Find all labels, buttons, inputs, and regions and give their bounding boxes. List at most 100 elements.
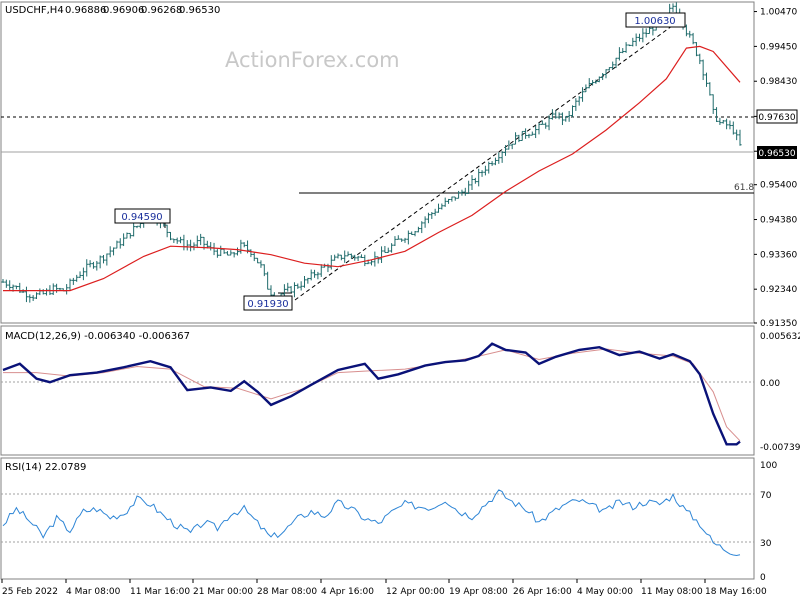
price-bar [359, 254, 364, 258]
price-bar [51, 283, 55, 296]
price-bar [641, 28, 645, 43]
price-bar [4, 279, 8, 288]
price-bar [597, 76, 601, 83]
resistance-price-tag-box [756, 109, 798, 124]
price-bar [503, 145, 508, 156]
price-bar [580, 87, 585, 102]
time-tick-label: 4 Mar 08:00 [66, 587, 121, 597]
rsi-y-tick-0: 0 [760, 573, 766, 583]
price-bar [400, 238, 404, 242]
price-bar [199, 233, 203, 246]
price-bar [28, 294, 32, 303]
resistance-price-tag: 0.97630 [756, 109, 798, 124]
price-bar [450, 196, 454, 202]
price-bar [443, 197, 447, 207]
price-bar [125, 232, 129, 239]
price-bar [329, 255, 333, 270]
price-bar [336, 253, 340, 259]
price-bar [289, 286, 293, 293]
price-bar [527, 133, 531, 139]
price-bar [698, 53, 702, 65]
time-tick-label: 21 Mar 00:00 [193, 587, 253, 597]
price-bar [78, 271, 82, 278]
rsi-y-tick-70: 70 [760, 491, 772, 501]
time-tick-label: 12 Apr 00:00 [386, 587, 445, 597]
price-bar [550, 109, 554, 120]
price-bar [115, 240, 119, 249]
price-bar [483, 165, 487, 176]
price-bar [728, 120, 732, 130]
price-bar [363, 254, 367, 267]
price-bar [192, 242, 196, 251]
price-bar [627, 44, 632, 47]
price-bar [574, 98, 578, 111]
price-bar [286, 282, 290, 292]
current-price-tag-text: 0.96530 [758, 149, 795, 159]
time-tick-label: 11 Mar 16:00 [130, 587, 190, 597]
price-bar [601, 72, 605, 81]
price-bar [306, 277, 310, 284]
price-bar [617, 47, 621, 61]
price-bar [567, 110, 571, 122]
price-bar [8, 280, 12, 291]
price-bar [85, 259, 89, 277]
price-bar [540, 120, 544, 125]
price-bar [718, 117, 722, 125]
macd-panel-frame [0, 325, 755, 456]
price-bar [493, 157, 498, 166]
price-bar [570, 105, 575, 118]
price-bar [507, 140, 511, 150]
price-bar [433, 208, 437, 216]
price-bar [75, 274, 79, 282]
price-label-peak-box [114, 208, 171, 224]
price-bar [299, 281, 303, 291]
price-bar [420, 221, 424, 234]
time-tick-label: 28 Mar 08:00 [257, 587, 317, 597]
price-bar [711, 94, 715, 114]
watermark: ActionForex.com [225, 48, 400, 72]
rsi-panel-frame [0, 457, 755, 580]
fib-label: 61.8 [734, 183, 754, 193]
price-bar [487, 161, 491, 174]
price-bar [178, 236, 183, 244]
time-tick-label: 18 May 16:00 [705, 587, 767, 597]
price-bar [215, 249, 219, 258]
price-label-low: 0.91930 [243, 295, 293, 311]
price-bar [239, 239, 243, 254]
price-bar [101, 254, 106, 264]
macd-y-tick-top: 0.005632 [760, 332, 800, 342]
price-label-peak: 0.94590 [114, 208, 171, 224]
price-bar [560, 112, 565, 126]
price-label-low-text: 0.91930 [247, 299, 288, 310]
price-bar [383, 245, 387, 253]
price-bar [577, 96, 581, 106]
price-bar [470, 175, 474, 190]
price-bar [634, 33, 638, 47]
ohlc-open: 0.96886 [65, 5, 106, 16]
price-bar [346, 251, 350, 257]
price-bar [544, 122, 548, 129]
price-bar [594, 79, 598, 84]
price-bar [252, 252, 256, 262]
price-bar [557, 112, 561, 120]
price-bar [426, 212, 431, 224]
time-tick-label: 4 May 00:00 [577, 587, 633, 597]
price-bar [262, 264, 266, 277]
price-y-tick-label: 0.93360 [760, 250, 797, 260]
price-bar [467, 180, 471, 194]
price-bar [644, 28, 648, 38]
price-bar [534, 125, 538, 139]
price-bar [14, 285, 18, 290]
price-bar [165, 224, 169, 238]
price-label-high-box [625, 12, 686, 28]
macd-signal-line [3, 348, 741, 442]
price-bar [423, 216, 427, 228]
time-tick-label: 26 Apr 16:00 [513, 587, 572, 597]
price-y-tick-label: 0.91350 [760, 319, 797, 329]
price-bar [122, 233, 126, 247]
price-bar [390, 243, 394, 253]
price-bar [393, 236, 397, 246]
price-bar [225, 251, 230, 256]
price-bar [457, 190, 461, 199]
